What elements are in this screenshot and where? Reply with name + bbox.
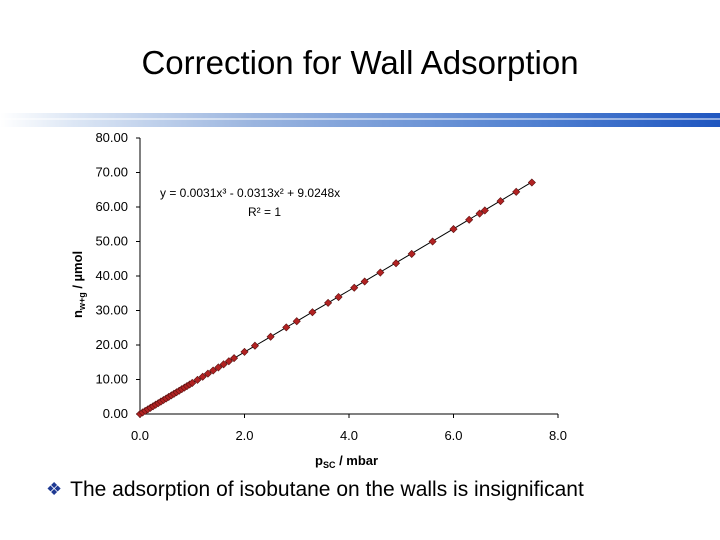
data-points [135, 178, 536, 419]
data-point [266, 332, 275, 341]
data-point [360, 277, 369, 286]
data-point [193, 375, 202, 384]
chart-axes [139, 138, 558, 415]
y-axis-ticks: 0.00 10.00 20.00 30.00 40.00 50.00 60.00 70.00 8… [95, 130, 140, 421]
data-point [214, 363, 223, 372]
bullet-point: ❖ The adsorption of isobutane on the wall… [46, 478, 584, 502]
data-point [392, 259, 401, 268]
data-point [198, 372, 207, 381]
diamond-bullet-icon: ❖ [46, 479, 63, 499]
r-squared-text: R² = 1 [248, 205, 281, 219]
title-divider-bar [0, 113, 720, 127]
x-tick-label: 4.0 [340, 428, 358, 443]
data-point [512, 187, 521, 196]
data-point [449, 225, 458, 234]
data-point [465, 215, 474, 224]
y-tick-label: 50.00 [95, 234, 128, 249]
x-axis-label: pSC / mbar [315, 453, 378, 470]
data-point [480, 206, 489, 215]
data-point [250, 341, 259, 350]
data-point [475, 209, 484, 218]
y-tick-label: 20.00 [95, 337, 128, 352]
data-point [407, 249, 416, 258]
data-point [230, 354, 239, 363]
data-point [203, 369, 212, 378]
y-tick-label: 40.00 [95, 268, 128, 283]
x-tick-label: 6.0 [444, 428, 462, 443]
data-point [240, 347, 249, 356]
x-tick-label: 8.0 [549, 428, 567, 443]
y-tick-label: 0.00 [103, 406, 128, 421]
data-point [219, 360, 228, 369]
bullet-text: The adsorption of isobutane on the walls… [70, 478, 584, 501]
trendline-equation: y = 0.0031x³ - 0.0313x² + 9.0248x R² = 1 [160, 186, 340, 219]
data-point [308, 308, 317, 317]
data-point [282, 323, 291, 332]
y-tick-label: 30.00 [95, 303, 128, 318]
y-tick-label: 80.00 [95, 130, 128, 145]
data-point [496, 197, 505, 206]
y-tick-label: 10.00 [95, 372, 128, 387]
data-point [292, 317, 301, 326]
y-tick-label: 60.00 [95, 199, 128, 214]
data-point [324, 298, 333, 307]
x-tick-label: 0.0 [131, 428, 149, 443]
data-point [376, 268, 385, 277]
data-point [224, 357, 233, 366]
y-axis-label: nw+g / µmol [70, 251, 87, 318]
y-tick-label: 70.00 [95, 165, 128, 180]
data-point [334, 293, 343, 302]
x-tick-label: 2.0 [235, 428, 253, 443]
data-point [527, 178, 536, 187]
slide-title: Correction for Wall Adsorption [141, 44, 579, 81]
data-point [350, 283, 359, 292]
data-point [209, 366, 218, 375]
x-axis-ticks: 0.0 2.0 4.0 6.0 8.0 [131, 414, 567, 443]
data-point [428, 237, 437, 246]
equation-text: y = 0.0031x³ - 0.0313x² + 9.0248x [160, 186, 340, 200]
data-point [188, 378, 197, 387]
